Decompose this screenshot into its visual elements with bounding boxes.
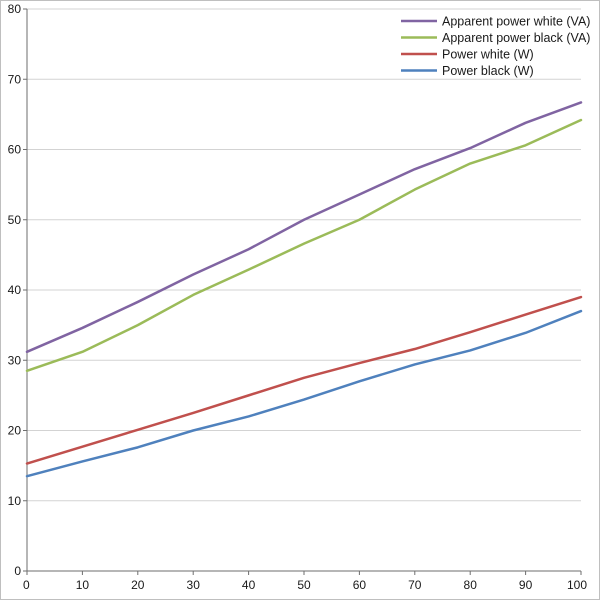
series-line-power-black-w- xyxy=(25,309,583,478)
series-line-apparent-power-white-va- xyxy=(25,101,583,354)
y-tick-label: 50 xyxy=(8,213,22,227)
legend-item-label: Apparent power white (VA) xyxy=(442,15,590,29)
series-line-power-white-w- xyxy=(25,295,583,465)
x-tick-label: 30 xyxy=(187,578,201,592)
x-tick-label: 20 xyxy=(131,578,145,592)
y-tick-label: 40 xyxy=(8,283,22,297)
x-tick-label: 70 xyxy=(408,578,422,592)
series-line-apparent-power-black-va- xyxy=(25,118,583,373)
x-tick-label: 90 xyxy=(519,578,533,592)
y-tick-label: 80 xyxy=(8,2,22,16)
x-tick-label: 0 xyxy=(23,578,30,592)
y-tick-label: 30 xyxy=(8,353,22,367)
x-tick-label: 80 xyxy=(464,578,478,592)
legend-item-label: Power white (W) xyxy=(442,48,534,62)
x-tick-label: 60 xyxy=(353,578,367,592)
x-tick-label: 40 xyxy=(242,578,256,592)
x-tick-label: 10 xyxy=(76,578,90,592)
x-tick-label: 100 xyxy=(567,578,587,592)
y-tick-label: 10 xyxy=(8,494,22,508)
legend-item-label: Power black (W) xyxy=(442,64,534,78)
y-tick-label: 0 xyxy=(14,564,21,578)
x-tick-label: 50 xyxy=(297,578,311,592)
y-tick-label: 20 xyxy=(8,424,22,438)
y-tick-label: 70 xyxy=(8,72,22,86)
legend-item-label: Apparent power black (VA) xyxy=(442,31,590,45)
y-tick-label: 60 xyxy=(8,143,22,157)
